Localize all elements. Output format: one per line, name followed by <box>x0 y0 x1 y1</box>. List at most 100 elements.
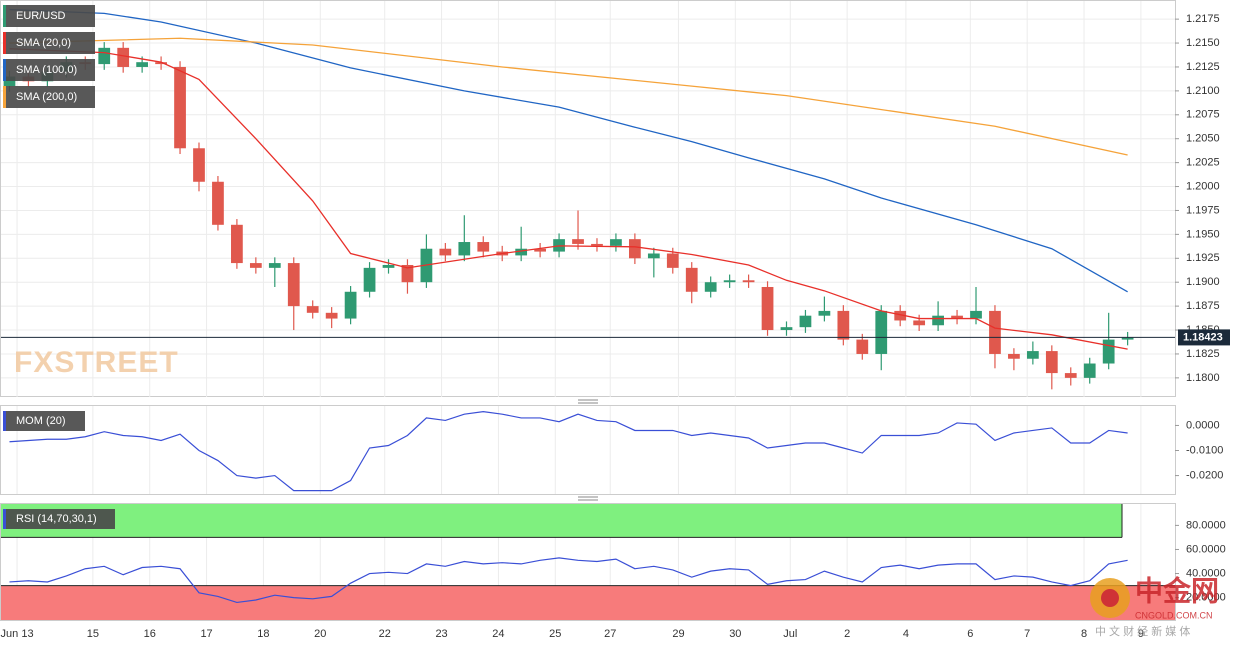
candle-body <box>1083 363 1096 378</box>
candle-body <box>647 253 660 259</box>
candle-body <box>970 310 982 319</box>
candle-body <box>363 267 376 292</box>
x-tick-label: 16 <box>144 628 156 640</box>
y-tick-label: 1.2000 <box>1186 180 1220 192</box>
candle-body <box>572 239 584 244</box>
candle-body <box>344 291 357 319</box>
candle-body <box>1008 353 1020 359</box>
last-price-label: 1.18423 <box>1183 331 1223 343</box>
candle-body <box>629 239 641 259</box>
x-tick-label: 7 <box>1024 628 1030 640</box>
legend-box <box>3 86 95 108</box>
candle-body <box>401 264 414 283</box>
candle-body <box>382 264 395 268</box>
y-tick-label: 1.2050 <box>1186 133 1220 145</box>
candle-body <box>477 242 490 252</box>
x-tick-label: 6 <box>967 628 973 640</box>
candle-body <box>875 310 888 354</box>
candle-body <box>1026 351 1039 359</box>
candle-body <box>685 267 698 292</box>
candle-body <box>704 282 717 292</box>
legend-box <box>3 509 115 529</box>
legend-label: SMA (200,0) <box>16 91 77 103</box>
y-tick-label: -0.0100 <box>1186 444 1223 456</box>
y-tick-label: 1.1875 <box>1186 300 1220 312</box>
indicator-line <box>9 557 1128 604</box>
legend-label: RSI (14,70,30,1) <box>16 513 97 525</box>
x-tick-label: 4 <box>903 628 909 640</box>
candle-body <box>268 263 281 268</box>
candle-body <box>193 148 205 182</box>
indicator-line <box>9 411 1128 492</box>
legend-swatch <box>3 509 6 529</box>
y-tick-label: -0.0200 <box>1186 469 1223 481</box>
panel-grip[interactable] <box>578 496 598 501</box>
x-tick-label: 8 <box>1081 628 1087 640</box>
candle-body <box>3 76 16 87</box>
panel-grip[interactable] <box>578 399 598 404</box>
candle-body <box>249 263 262 268</box>
candle-body <box>666 253 679 268</box>
candle-body <box>98 47 111 65</box>
y-tick-label: 80.0000 <box>1186 519 1226 531</box>
y-tick-label: 1.2125 <box>1186 61 1220 73</box>
y-tick-label: 1.2075 <box>1186 109 1220 121</box>
x-tick-label: 24 <box>492 628 504 640</box>
sma-line <box>9 48 1128 350</box>
legend-box <box>3 32 95 54</box>
candle-body <box>761 286 774 331</box>
legend-swatch <box>3 411 6 431</box>
x-tick-label: 20 <box>314 628 326 640</box>
candle-body <box>913 320 926 326</box>
candle-body <box>610 239 622 246</box>
legend-label: SMA (100,0) <box>16 64 77 76</box>
legend-swatch <box>3 59 6 81</box>
legend-box <box>3 411 85 431</box>
candle-body <box>1064 373 1077 378</box>
y-tick-label: 1.1950 <box>1186 228 1220 240</box>
candle-body <box>155 62 167 65</box>
candle-body <box>458 242 471 256</box>
candle-body <box>117 47 130 67</box>
legend-label: SMA (20,0) <box>16 37 71 49</box>
brand: 中金网 <box>1135 574 1219 606</box>
candle-body <box>989 310 1001 354</box>
candle-body <box>174 66 186 149</box>
sma-line <box>9 8 1128 293</box>
candle-body <box>212 181 224 225</box>
y-tick-label: 1.1800 <box>1186 372 1220 384</box>
legend-label: EUR/USD <box>16 10 66 22</box>
candle-body <box>818 310 831 316</box>
mom-panel <box>0 405 1176 495</box>
x-tick-label: 18 <box>257 628 269 640</box>
y-tick-label: 1.2025 <box>1186 157 1220 169</box>
y-tick-label: 1.1925 <box>1186 252 1220 264</box>
x-tick-label: 30 <box>729 628 741 640</box>
x-tick-label: 29 <box>672 628 684 640</box>
y-tick-label: 60.0000 <box>1186 543 1226 555</box>
overbought-zone <box>1 504 1122 538</box>
candle-body <box>325 312 338 319</box>
candle-body <box>799 315 812 328</box>
candle-body <box>515 248 528 256</box>
candle-body <box>287 263 300 307</box>
y-tick-label: 1.1975 <box>1186 204 1220 216</box>
candle-body <box>856 339 869 354</box>
y-tick-label: 1.2175 <box>1186 13 1220 25</box>
candle-body <box>439 248 452 256</box>
candle-body <box>894 310 907 321</box>
logo <box>1101 589 1119 607</box>
y-tick-label: 1.1825 <box>1186 348 1220 360</box>
footer-watermark: 中金网 CNGOLD.COM.CN 中 文 财 经 新 媒 体 <box>1090 574 1219 638</box>
last-price-box <box>1178 329 1230 346</box>
x-tick-label: 22 <box>379 628 391 640</box>
x-tick-label: Jul <box>783 628 797 640</box>
candle-body <box>932 315 944 326</box>
legend-box <box>3 5 95 27</box>
x-tick-label: 2 <box>844 628 850 640</box>
candle-body <box>951 315 963 319</box>
y-tick-label: 1.2100 <box>1186 85 1220 97</box>
candle-body <box>136 62 149 67</box>
